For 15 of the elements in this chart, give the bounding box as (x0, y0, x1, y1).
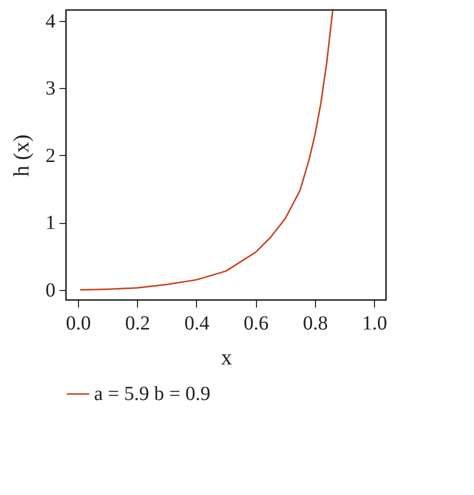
y-tick-label: 1 (46, 212, 56, 234)
line-series (79, 10, 334, 291)
x-tick-label: 0.8 (302, 312, 328, 334)
x-tick-label: 0.4 (184, 312, 210, 334)
y-axis-title: h (x) (8, 134, 34, 177)
y-tick-label: 4 (46, 10, 56, 32)
x-tick-label: 1.0 (362, 312, 388, 334)
y-tick-label: 2 (46, 144, 56, 167)
x-axis-title: x (221, 344, 232, 370)
x-tick-label: 0.2 (125, 312, 150, 334)
y-tick-label: 0 (46, 279, 56, 302)
x-tick-label: 0.6 (244, 312, 269, 334)
x-tick-label: 0.0 (66, 312, 91, 334)
y-tick-label: 3 (46, 78, 56, 100)
legend-label: a = 5.9 b = 0.9 (94, 383, 210, 405)
